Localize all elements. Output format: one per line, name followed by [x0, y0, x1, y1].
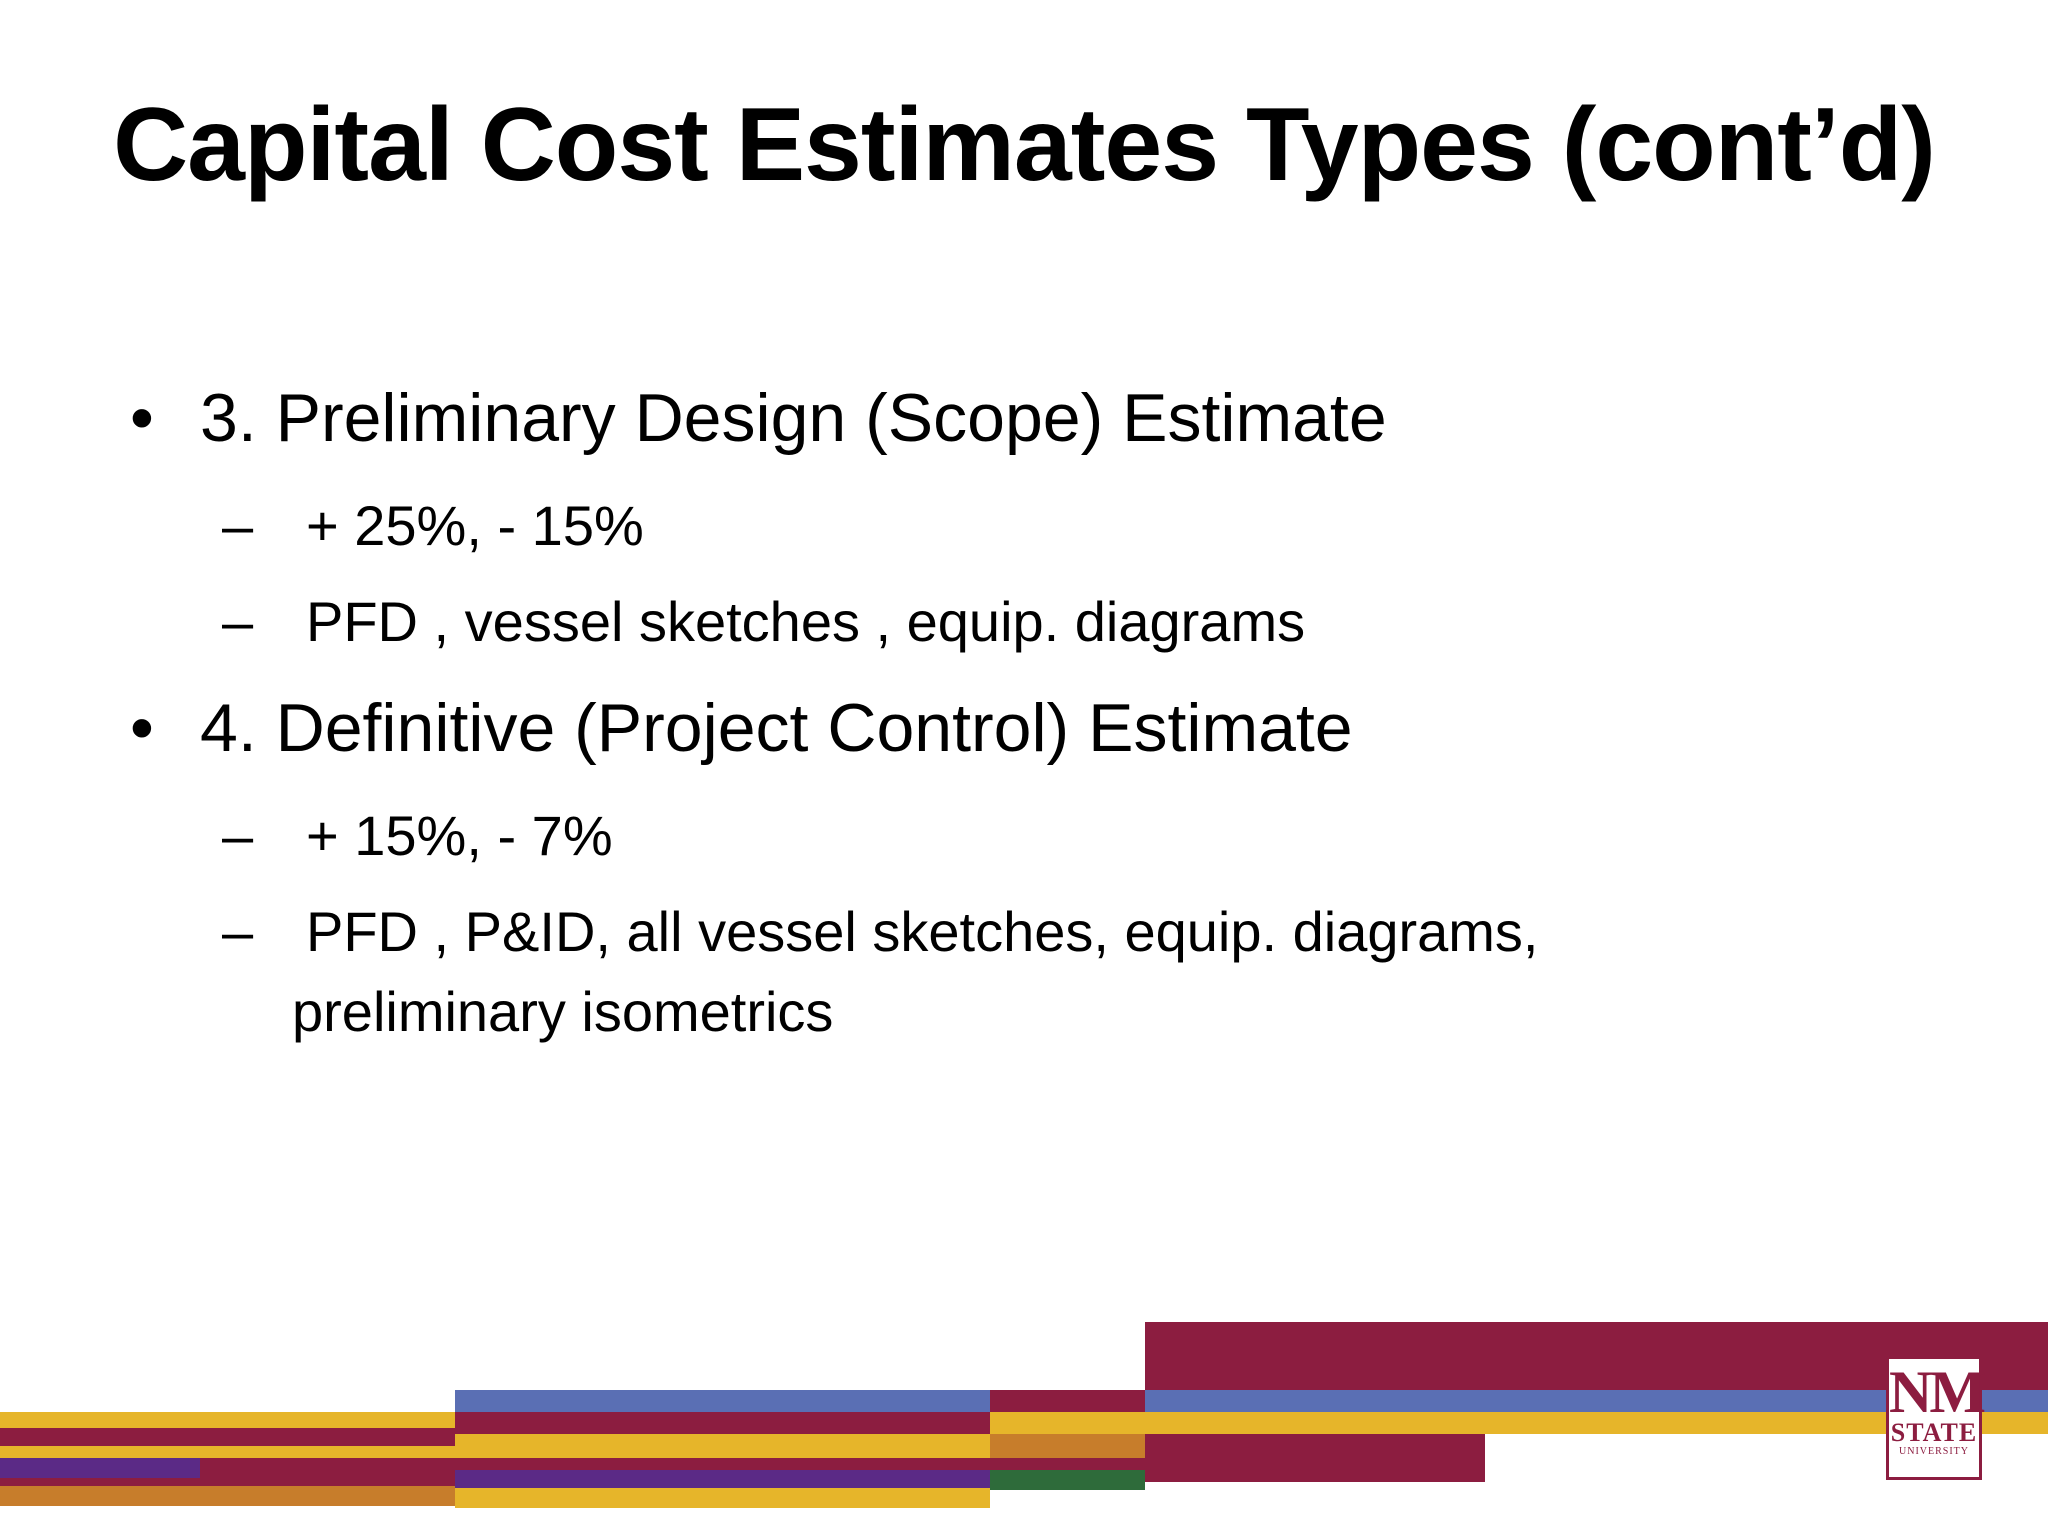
bullet-marker: • [130, 690, 154, 766]
bullet-marker: • [130, 380, 154, 456]
sub-bullet-text: + 25%, - 15% [306, 494, 644, 557]
logo-nm-text: NM [1889, 1359, 1986, 1425]
sub-bullet-text: + 15%, - 7% [306, 804, 613, 867]
nmsu-logo: NM STATE UNIVERSITY [1886, 1356, 1986, 1480]
decorative-color-bars [0, 1322, 2048, 1508]
sub-bullet-text: PFD , vessel sketches , equip. diagrams [306, 590, 1306, 653]
bullet-text: 4. Definitive (Project Control) Estimate [200, 690, 1353, 766]
bullet-text: 3. Preliminary Design (Scope) Estimate [200, 380, 1387, 456]
slide-title: Capital Cost Estimates Types (cont’d) [113, 87, 1936, 203]
logo-state-text: STATE [1890, 1418, 1978, 1447]
sub-bullet-text: PFD , P&ID, all vessel sketches, equip. … [306, 900, 1539, 963]
sub-bullet-continuation: preliminary isometrics [292, 980, 834, 1043]
logo-university-text: UNIVERSITY [1899, 1446, 1969, 1457]
sub-bullet-marker: – [222, 804, 254, 867]
sub-bullet-marker: – [222, 900, 254, 963]
sub-bullet-marker: – [222, 590, 254, 653]
sub-bullet-marker: – [222, 494, 254, 557]
